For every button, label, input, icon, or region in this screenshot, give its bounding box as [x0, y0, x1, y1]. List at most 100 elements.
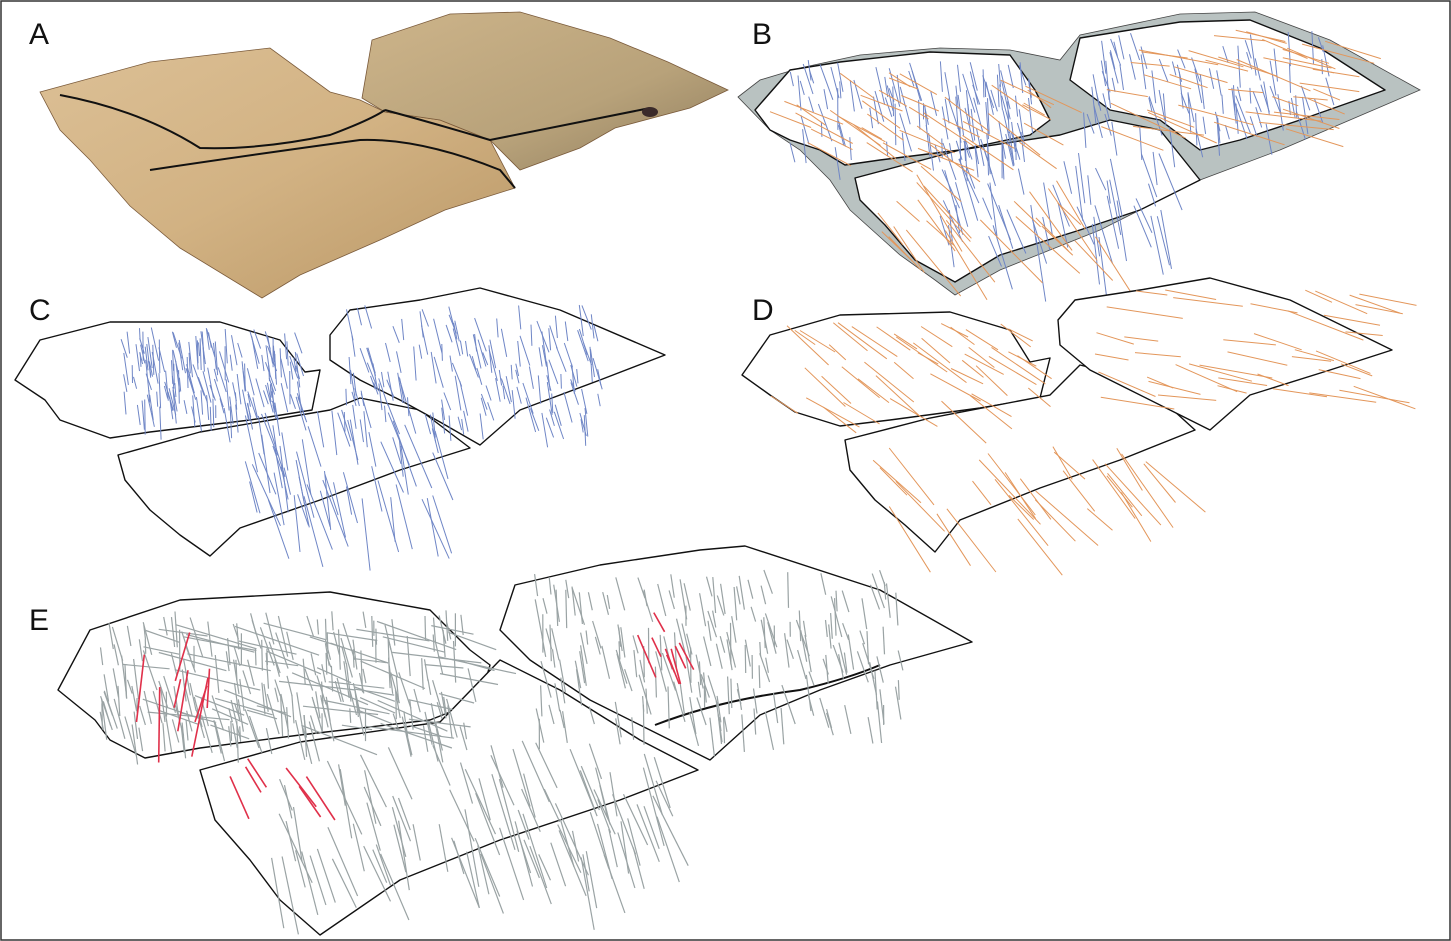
- engraved-line-set-1: [1111, 77, 1116, 93]
- engraved-line-set-2: [926, 220, 955, 246]
- engraved-line-set-2: [944, 96, 990, 132]
- engraved-line-set-2: [1262, 38, 1308, 59]
- engraved-line-set-2: [1104, 463, 1162, 526]
- engraved-line-set-2: [1110, 102, 1186, 139]
- engraved-line-set-2: [1121, 453, 1174, 528]
- engraved-line-neutral: [624, 669, 633, 692]
- engraved-line-neutral: [655, 651, 667, 692]
- engraved-line-neutral: [254, 648, 257, 666]
- engraved-line-set-1: [319, 490, 331, 527]
- engraved-line-set-1: [1249, 116, 1258, 138]
- engraved-line-neutral: [758, 665, 761, 689]
- engraved-line-set-2: [1349, 294, 1401, 314]
- engraved-line-set-2: [861, 127, 883, 140]
- engraved-line-set-2: [1008, 328, 1033, 342]
- fragment-c-right: [329, 287, 666, 446]
- engraved-line-set-1: [590, 349, 595, 378]
- engraved-line-neutral: [615, 577, 626, 611]
- engraved-line-neutral: [438, 693, 475, 704]
- engraved-line-neutral: [274, 687, 279, 703]
- engraved-line-set-2: [1019, 141, 1057, 170]
- engraved-line-set-1: [281, 432, 289, 471]
- engraved-line-set-2: [979, 219, 1043, 284]
- engraved-line-neutral: [316, 667, 352, 684]
- panel-b-combined-tracing: [737, 11, 1421, 310]
- engraved-line-set-2: [1029, 191, 1073, 251]
- engraved-line-set-1: [324, 473, 339, 516]
- engraved-line-set-1: [236, 373, 242, 405]
- engraved-line-set-1: [387, 403, 400, 435]
- engraved-line-neutral: [897, 650, 904, 671]
- engraved-line-set-2: [786, 325, 829, 366]
- engraved-line-neutral: [741, 714, 745, 752]
- engraved-line-set-2: [1135, 290, 1168, 296]
- fragment-c-left: [14, 321, 321, 439]
- engraved-line-set-2: [961, 359, 984, 378]
- engraved-line-neutral: [145, 629, 180, 643]
- engraved-line-neutral: [401, 716, 412, 757]
- panel-label-c: C: [29, 294, 51, 327]
- engraved-line-set-1: [838, 120, 846, 147]
- engraved-line-set-1: [884, 97, 893, 117]
- engraved-line-set-1: [578, 304, 584, 337]
- panel-label-b: B: [752, 18, 772, 51]
- engraved-line-set-2: [1318, 369, 1361, 380]
- engraved-line-set-1: [261, 434, 271, 494]
- engraved-line-neutral: [187, 653, 271, 672]
- engraved-line-set-2: [1053, 451, 1086, 480]
- engraved-line-neutral: [699, 593, 707, 627]
- engraved-line-set-1: [1043, 182, 1053, 235]
- engraved-line-set-2: [1022, 104, 1052, 121]
- engraved-line-set-1: [541, 331, 547, 364]
- panel-label-d: D: [752, 294, 774, 327]
- engraved-line-set-2: [1147, 111, 1217, 144]
- engraved-line-set-1: [576, 369, 579, 384]
- engraved-line-set-2: [1294, 349, 1335, 362]
- engraved-line-set-1: [1118, 35, 1125, 60]
- engraved-line-set-1: [969, 71, 979, 105]
- engraved-line-set-1: [373, 382, 379, 395]
- engraved-line-set-1: [123, 391, 127, 415]
- engraved-line-set-2: [1223, 339, 1276, 346]
- engraved-line-neutral: [431, 625, 474, 635]
- engraved-line-set-1: [158, 347, 166, 373]
- engraved-line-neutral: [512, 748, 531, 807]
- engraved-line-set-1: [485, 385, 492, 401]
- engraved-line-set-2: [807, 142, 852, 167]
- engraved-line-neutral: [879, 569, 886, 587]
- engraved-line-neutral: [826, 708, 833, 729]
- engraved-line-set-1: [1109, 50, 1116, 70]
- engraved-line-set-1: [797, 75, 802, 111]
- engraved-line-neutral: [387, 747, 413, 800]
- engraved-line-set-1: [563, 391, 573, 423]
- engraved-line-set-2: [1315, 350, 1371, 374]
- engraved-line-neutral: [295, 850, 306, 888]
- engraved-line-neutral: [323, 699, 390, 715]
- engraved-line-neutral: [808, 671, 815, 686]
- engraved-line-set-1: [432, 495, 453, 554]
- engraved-line-highlighted: [653, 612, 666, 633]
- engraved-line-set-1: [488, 345, 493, 373]
- engraved-line-set-2: [917, 199, 956, 252]
- engraved-line-set-2: [1143, 463, 1176, 503]
- engraved-line-neutral: [412, 824, 421, 861]
- engraved-line-neutral: [392, 795, 412, 842]
- engraved-line-neutral: [315, 691, 321, 719]
- engraved-line-neutral: [521, 740, 550, 803]
- engraved-line-set-1: [361, 498, 371, 571]
- engraved-line-set-2: [969, 395, 1013, 430]
- engraved-line-neutral: [382, 636, 446, 653]
- engraved-line-neutral: [211, 708, 249, 725]
- engraved-line-neutral: [606, 594, 611, 609]
- engraved-line-neutral: [804, 634, 812, 673]
- engraved-line-set-1: [247, 391, 258, 419]
- engraved-line-set-2: [832, 322, 868, 352]
- engraved-line-neutral: [354, 658, 387, 664]
- engraved-line-neutral: [744, 639, 751, 667]
- panel-c-engraved-lines: [120, 304, 603, 571]
- engraved-line-set-2: [828, 344, 847, 361]
- engraved-line-set-2: [1282, 57, 1332, 69]
- engraved-line-neutral: [589, 812, 610, 869]
- engraved-line-set-1: [1224, 124, 1230, 140]
- engraved-line-set-1: [378, 378, 389, 406]
